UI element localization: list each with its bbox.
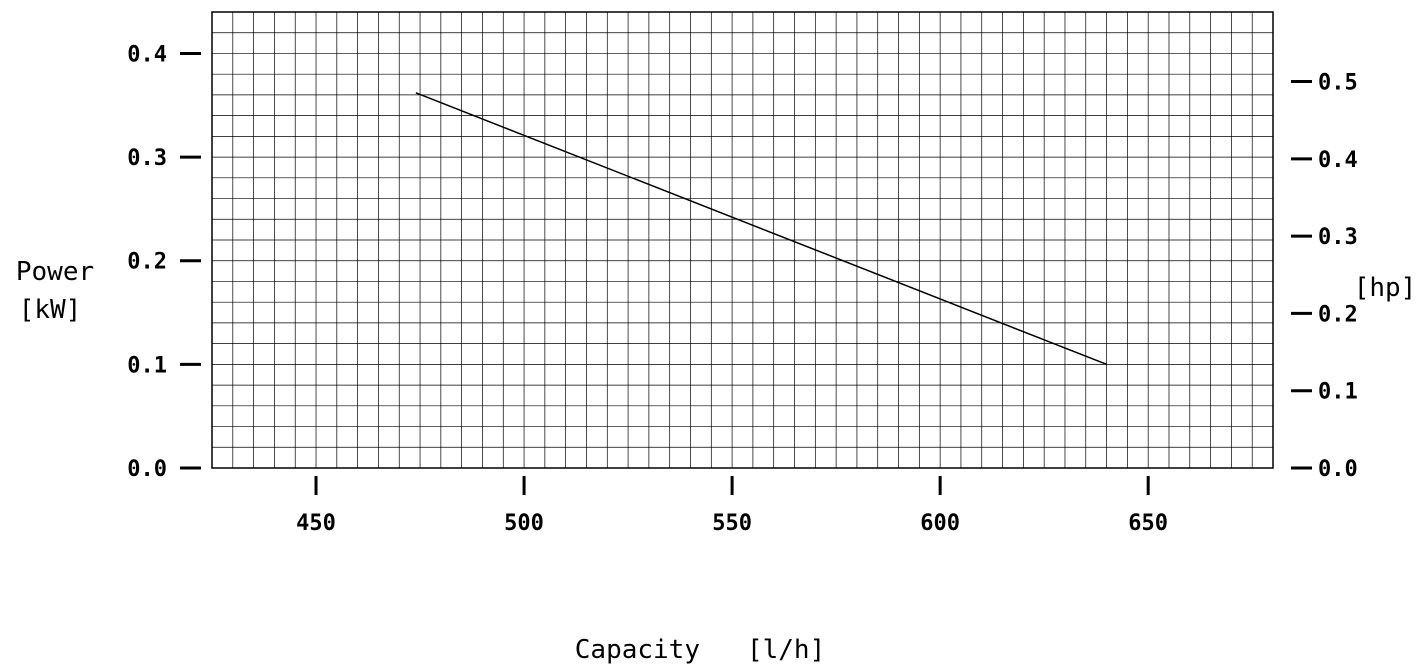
y-tick-label-right: 0.2 xyxy=(1318,302,1358,327)
x-tick-label: 600 xyxy=(920,511,960,536)
plot-frame xyxy=(211,11,1274,469)
y-tick-label-right: 0.1 xyxy=(1318,380,1358,405)
x-tick-label: 450 xyxy=(296,511,336,536)
left-y-axis: 0.0 0.1 0.2 0.3 0.4 xyxy=(127,42,201,482)
x-axis-title: Capacity [l/h] xyxy=(575,635,825,665)
y-tick-label-left: 0.3 xyxy=(127,146,167,171)
x-tick-label: 500 xyxy=(504,511,544,536)
x-axis: 450 500 550 600 650 xyxy=(296,476,1168,536)
grid xyxy=(212,12,1273,468)
x-tick-label: 550 xyxy=(712,511,752,536)
y-tick-label-right: 0.3 xyxy=(1318,225,1358,250)
y-tick-label-right: 0.0 xyxy=(1318,457,1358,482)
y-axis-title-left-line1: Power xyxy=(16,257,94,287)
y-tick-label-left: 0.4 xyxy=(127,42,167,67)
y-axis-title-left-line2: [kW] xyxy=(19,295,82,325)
series-layer xyxy=(415,92,1107,366)
y-tick-label-left: 0.1 xyxy=(127,353,167,378)
y-tick-label-left: 0.0 xyxy=(127,457,167,482)
y-tick-label-right: 0.5 xyxy=(1318,71,1358,96)
x-tick-label: 650 xyxy=(1128,511,1168,536)
series-line xyxy=(415,92,1107,366)
y-tick-label-left: 0.2 xyxy=(127,250,167,275)
right-y-axis: 0.0 0.1 0.2 0.3 0.4 0.5 xyxy=(1291,71,1358,482)
y-tick-label-right: 0.4 xyxy=(1318,148,1358,173)
y-axis-title-right: [hp] xyxy=(1354,273,1417,303)
